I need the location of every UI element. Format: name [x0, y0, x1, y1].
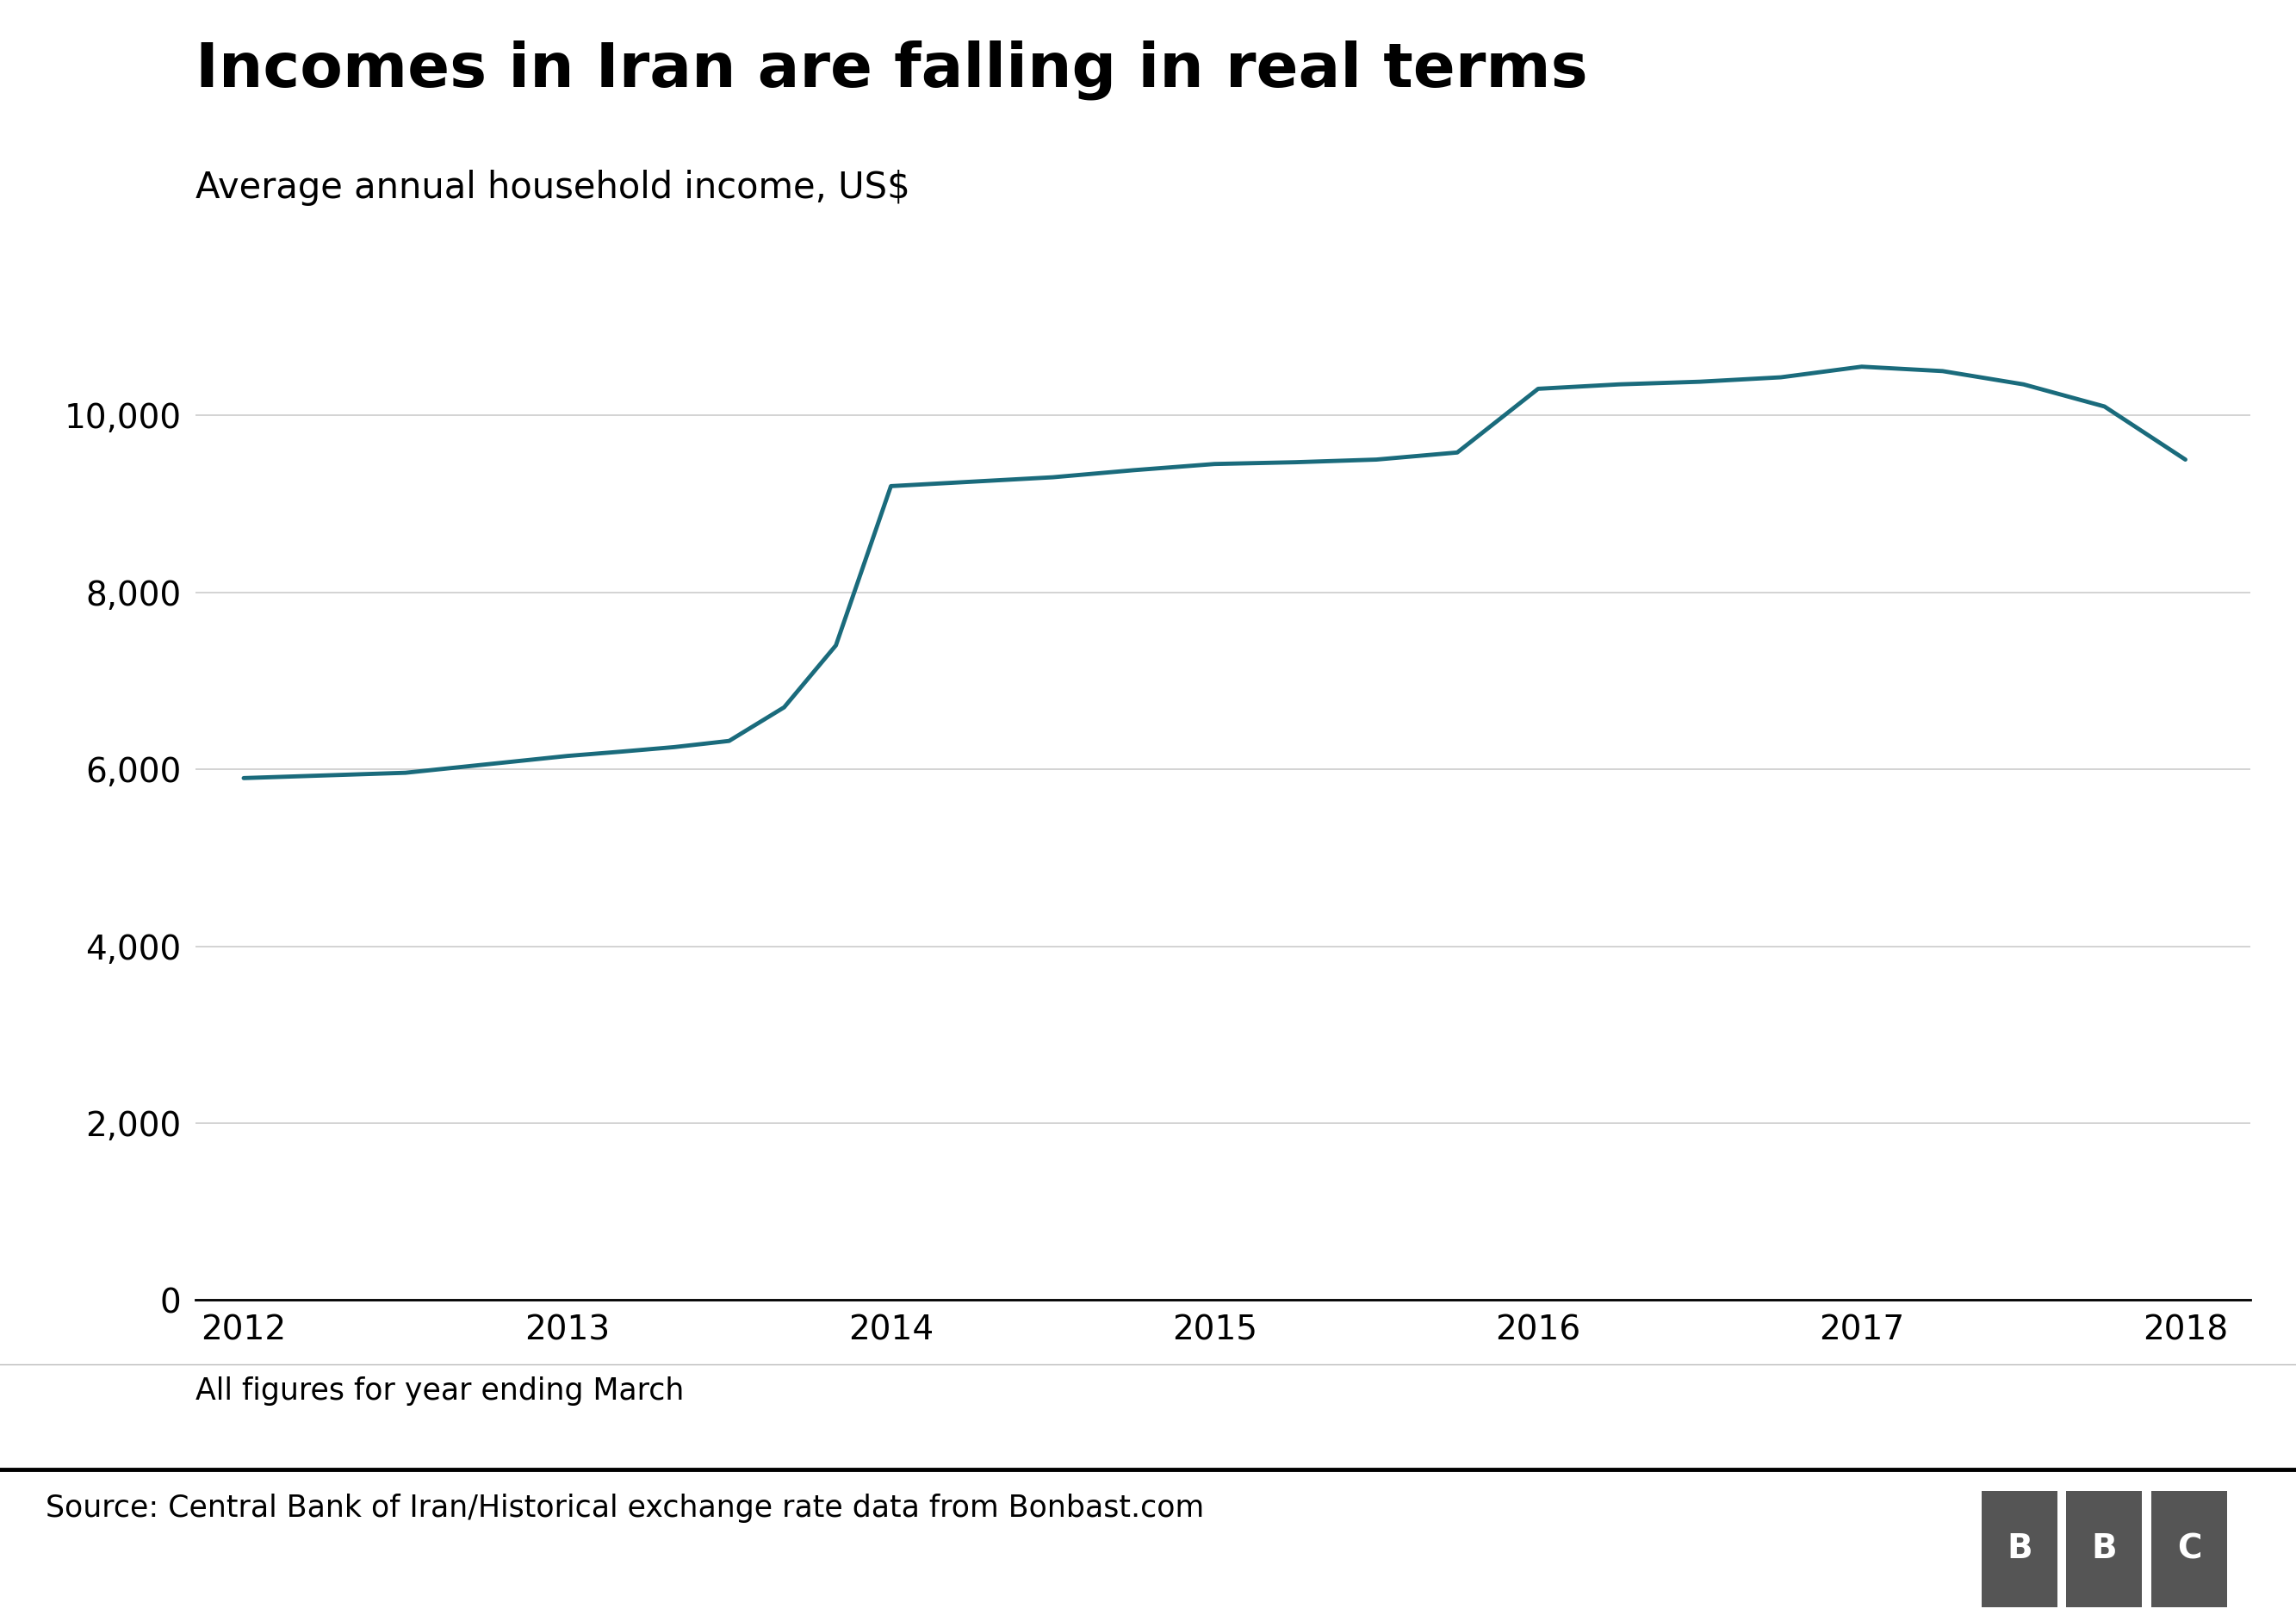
- Text: B: B: [2007, 1533, 2032, 1565]
- Text: C: C: [2177, 1533, 2202, 1565]
- Text: Source: Central Bank of Iran/Historical exchange rate data from Bonbast.com: Source: Central Bank of Iran/Historical …: [46, 1494, 1205, 1523]
- Text: B: B: [2092, 1533, 2117, 1565]
- Text: Incomes in Iran are falling in real terms: Incomes in Iran are falling in real term…: [195, 40, 1587, 100]
- Text: Average annual household income, US$: Average annual household income, US$: [195, 170, 909, 205]
- Text: All figures for year ending March: All figures for year ending March: [195, 1376, 684, 1405]
